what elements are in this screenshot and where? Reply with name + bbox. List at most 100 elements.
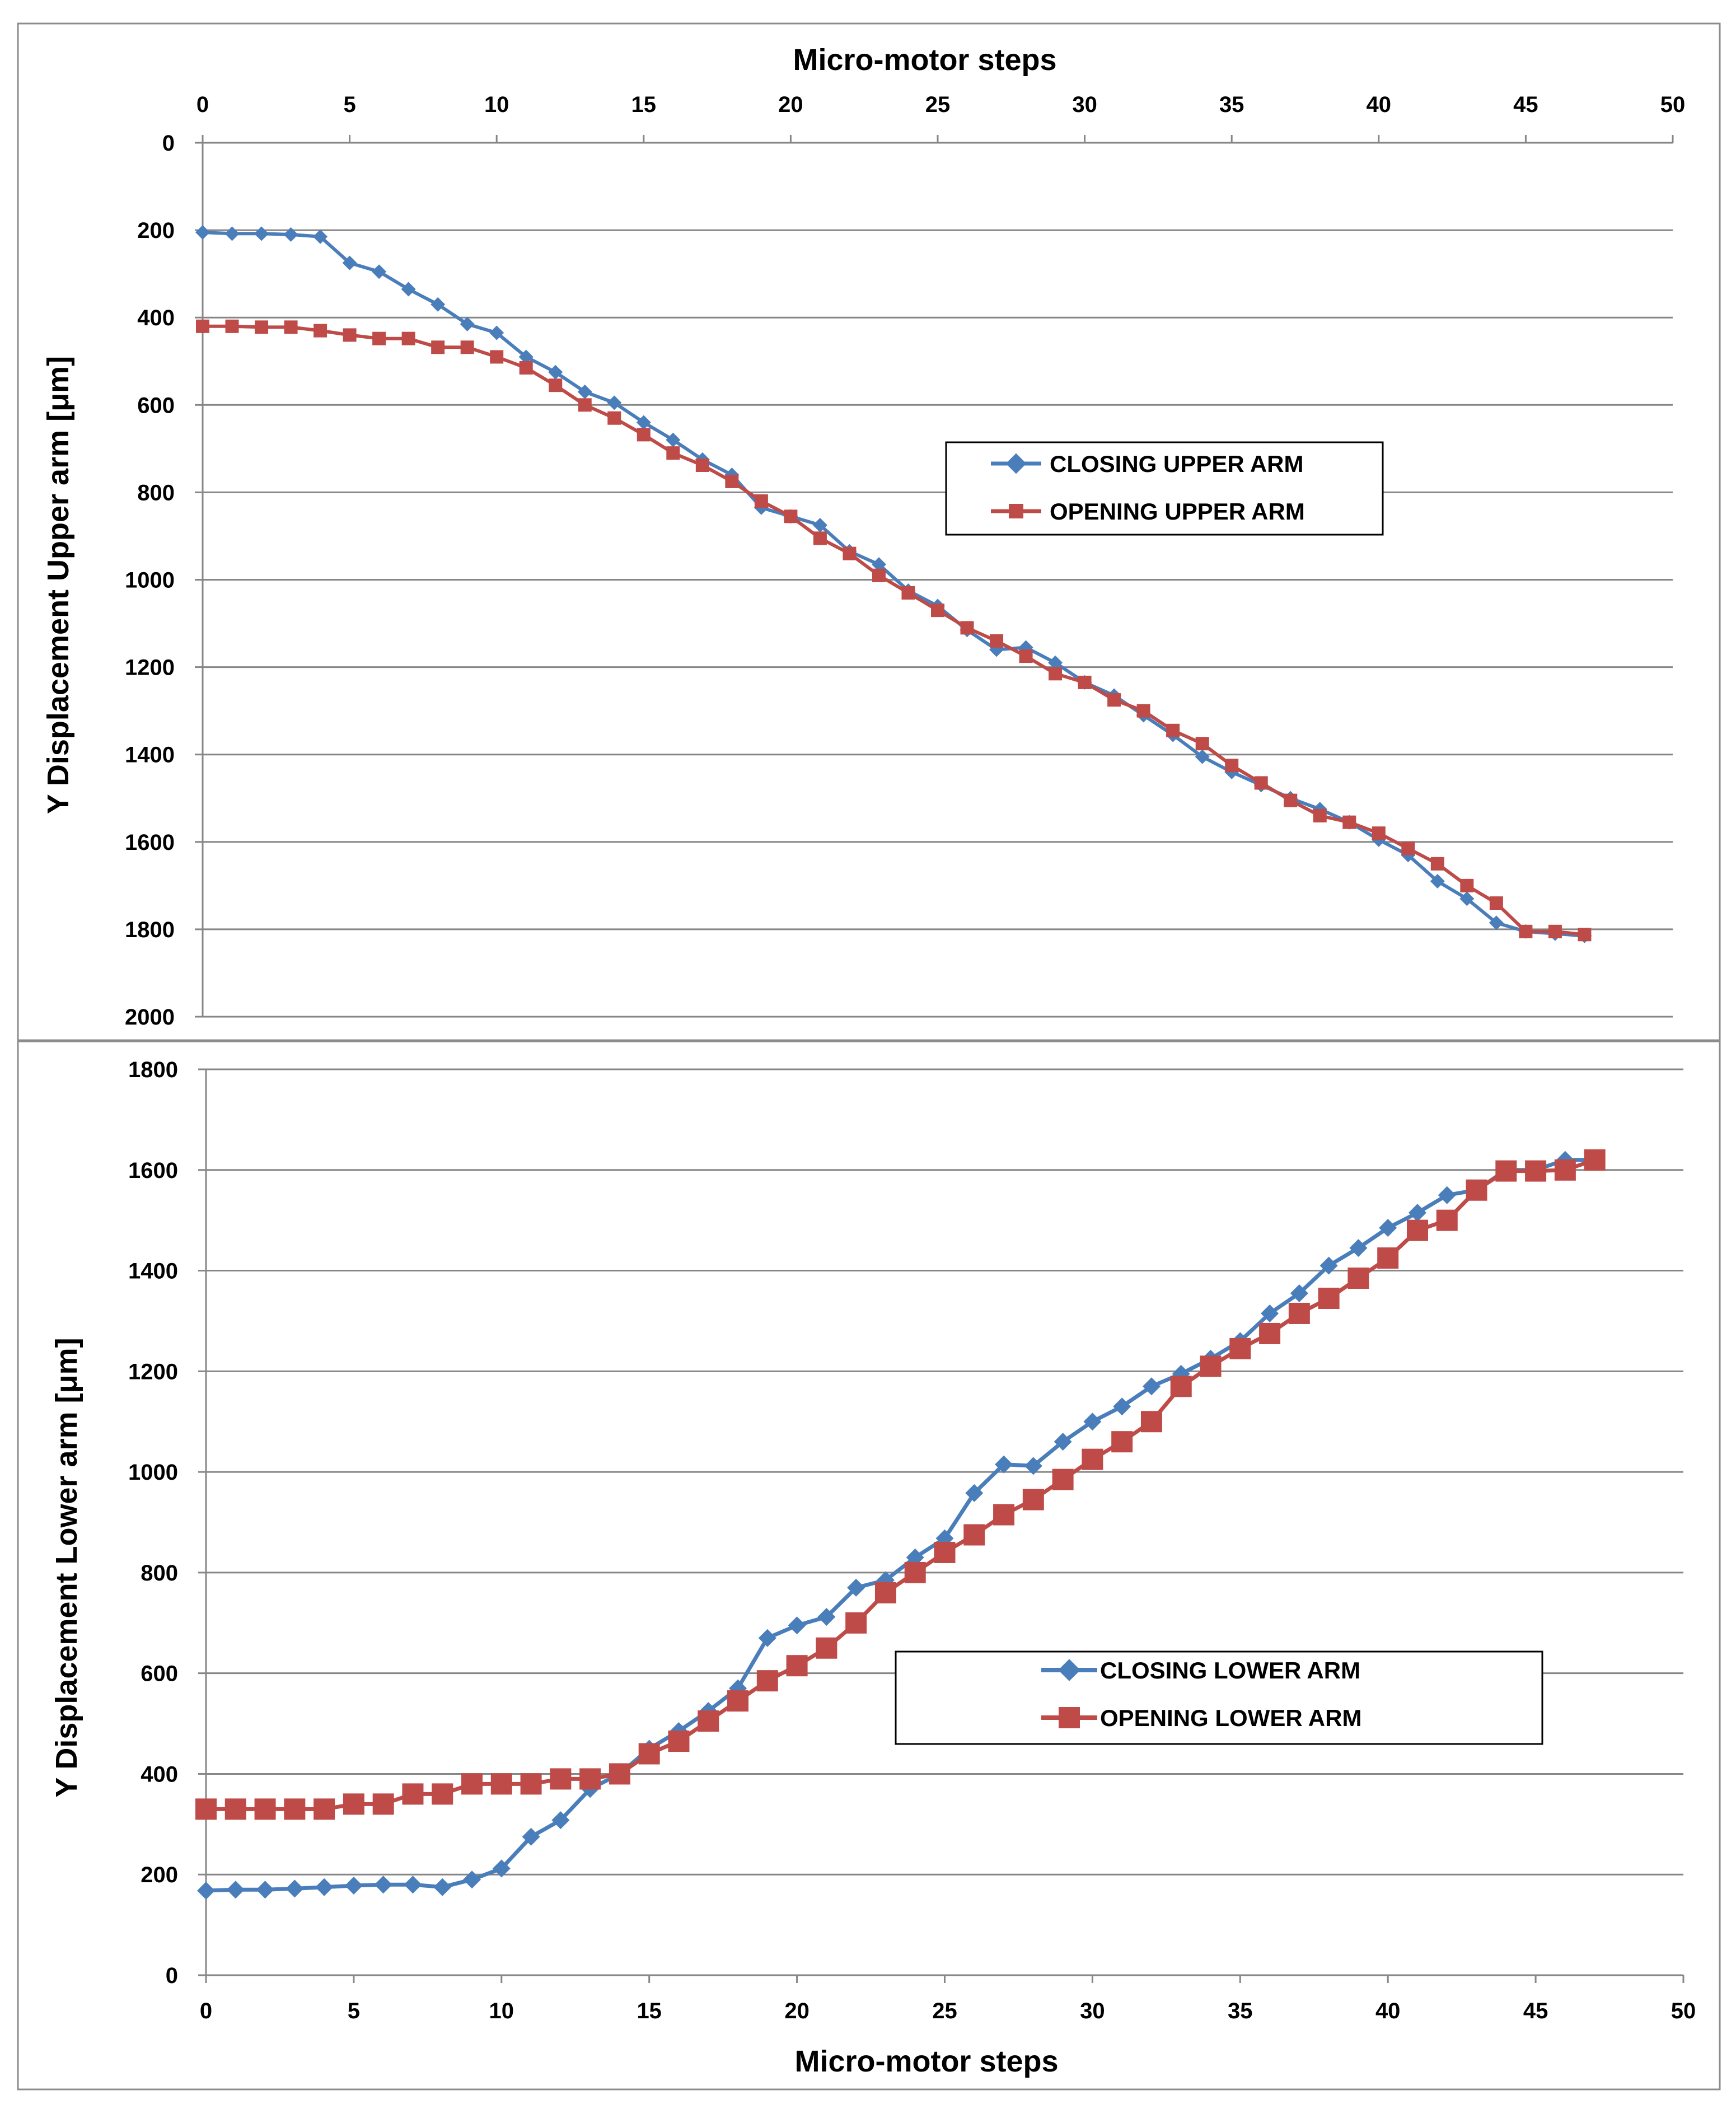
upper-x-tick-label: 25 — [925, 92, 951, 117]
lower-closing-point — [847, 1578, 865, 1597]
upper-opening-point — [431, 340, 445, 354]
upper-opening-point — [784, 509, 798, 523]
upper-opening-point — [549, 378, 563, 392]
upper-y-tick-label: 1000 — [125, 568, 175, 593]
upper-y-tick-label: 1600 — [125, 830, 175, 855]
lower-opening-point — [786, 1655, 808, 1677]
lower-legend-closing-marker — [1058, 1659, 1080, 1681]
upper-y-axis-title: Y Displacement Upper arm [μm] — [41, 356, 75, 814]
upper-opening-point — [1049, 667, 1063, 681]
lower-legend-closing-label: CLOSING LOWER ARM — [1100, 1657, 1360, 1684]
lower-opening-point — [609, 1763, 630, 1785]
lower-x-tick-label: 10 — [489, 1999, 514, 2023]
lower-closing-point — [256, 1881, 274, 1899]
lower-opening-point — [254, 1798, 276, 1820]
upper-closing-point — [342, 255, 357, 270]
upper-opening-point — [1225, 759, 1239, 773]
upper-legend-opening-label: OPENING UPPER ARM — [1050, 498, 1305, 525]
upper-x-tick-label: 20 — [778, 92, 803, 117]
upper-closing-point — [1430, 874, 1445, 889]
upper-y-tick-label: 800 — [137, 480, 175, 505]
upper-closing-point — [313, 229, 328, 244]
upper-opening-point — [1254, 776, 1268, 790]
upper-opening-point — [666, 446, 680, 460]
lower-opening-point — [195, 1798, 217, 1820]
upper-closing-point — [401, 282, 416, 297]
lower-opening-point — [224, 1798, 246, 1820]
upper-closing-point — [518, 349, 534, 364]
upper-opening-point — [519, 361, 533, 375]
lower-opening-point — [432, 1783, 453, 1805]
lower-opening-point — [313, 1798, 335, 1820]
upper-opening-point — [343, 328, 357, 342]
upper-opening-point — [1107, 693, 1121, 707]
lower-opening-point — [727, 1690, 749, 1712]
lower-closing-point — [433, 1878, 452, 1896]
lower-opening-point — [1554, 1159, 1576, 1181]
upper-legend-closing-label: CLOSING UPPER ARM — [1050, 451, 1303, 477]
lower-opening-point — [461, 1773, 483, 1795]
lower-x-tick-label: 30 — [1080, 1999, 1105, 2023]
lower-y-tick-label: 400 — [141, 1762, 178, 1787]
lower-y-tick-label: 1600 — [128, 1158, 178, 1183]
lower-closing-point — [344, 1876, 363, 1895]
upper-closing-point — [489, 325, 504, 340]
upper-x-tick-label: 5 — [343, 92, 355, 117]
upper-x-tick-label: 15 — [631, 92, 657, 117]
lower-y-tick-label: 600 — [141, 1662, 178, 1686]
upper-opening-point — [695, 459, 709, 473]
lower-opening-point — [1229, 1338, 1251, 1359]
upper-closing-point — [1459, 891, 1475, 906]
upper-opening-point — [1284, 793, 1298, 807]
lower-y-axis-title: Y Displacement Lower arm [μm] — [50, 1338, 83, 1797]
lower-opening-point — [904, 1561, 926, 1583]
upper-opening-point — [1548, 924, 1562, 938]
upper-opening-point — [313, 324, 327, 338]
lower-opening-point — [993, 1504, 1015, 1526]
upper-y-tick-label: 600 — [137, 393, 175, 418]
lower-x-tick-label: 40 — [1375, 1999, 1401, 2023]
lower-closing-point — [1113, 1397, 1131, 1416]
upper-y-tick-label: 2000 — [125, 1005, 175, 1030]
upper-opening-point — [225, 319, 239, 333]
lower-x-tick-label: 20 — [784, 1999, 809, 2023]
upper-opening-point — [1519, 924, 1533, 938]
lower-x-tick-label: 15 — [637, 1999, 662, 2023]
lower-closing-point — [197, 1881, 215, 1900]
lower-opening-point — [1140, 1411, 1162, 1433]
lower-y-tick-label: 800 — [141, 1561, 178, 1586]
lower-closing-point — [965, 1484, 984, 1502]
lower-y-tick-label: 1400 — [128, 1259, 178, 1284]
upper-closing-point — [636, 415, 651, 430]
upper-x-axis-title: Micro-motor steps — [793, 43, 1056, 77]
lower-x-tick-label: 45 — [1523, 1999, 1548, 2023]
lower-opening-point — [1288, 1302, 1310, 1324]
lower-closing-point — [463, 1870, 481, 1889]
lower-x-tick-label: 35 — [1228, 1999, 1253, 2023]
lower-x-tick-label: 25 — [932, 1999, 957, 2023]
upper-x-tick-label: 35 — [1219, 92, 1244, 117]
upper-x-tick-label: 40 — [1367, 92, 1392, 117]
upper-y-tick-label: 1800 — [125, 918, 175, 942]
upper-closing-point — [431, 297, 446, 312]
upper-closing-point — [1048, 655, 1063, 670]
upper-opening-point — [607, 411, 621, 425]
upper-opening-point — [1136, 704, 1150, 718]
upper-opening-point — [872, 568, 886, 582]
upper-closing-point — [607, 395, 622, 410]
lower-legend: CLOSING LOWER ARM OPENING LOWER ARM — [895, 1650, 1543, 1745]
upper-y-tick-label: 1200 — [125, 656, 175, 680]
upper-legend-closing-marker — [1005, 453, 1027, 474]
lower-opening-point — [1525, 1160, 1547, 1182]
upper-closing-point — [1195, 749, 1210, 764]
upper-opening-point — [1430, 857, 1444, 871]
lower-opening-point — [1406, 1219, 1428, 1241]
lower-opening-point — [1022, 1489, 1044, 1511]
lower-legend-opening-marker — [1059, 1707, 1080, 1728]
lower-opening-point — [1377, 1247, 1399, 1269]
lower-opening-point — [1170, 1376, 1192, 1397]
upper-opening-point — [460, 340, 474, 354]
lower-opening-point — [284, 1798, 306, 1820]
upper-closing-point — [372, 264, 387, 279]
lower-legend-opening-label: OPENING LOWER ARM — [1100, 1705, 1361, 1731]
